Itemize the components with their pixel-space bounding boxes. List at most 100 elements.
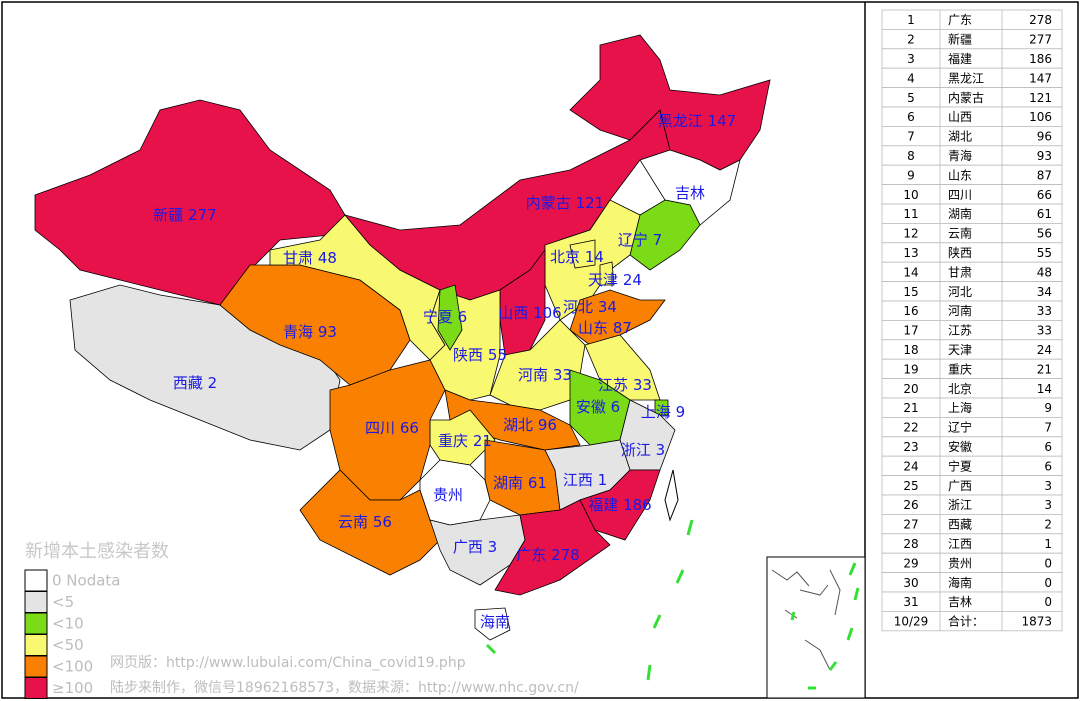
province-name: 福建: [588, 496, 618, 514]
province-name: 内蒙古: [526, 194, 571, 212]
rank-cell: 5: [907, 91, 915, 105]
legend-label: 0 Nodata: [52, 572, 121, 590]
legend-swatch: [24, 569, 48, 592]
rank-cell: 29: [903, 556, 918, 570]
name-cell: 内蒙古: [948, 90, 984, 105]
name-cell: 黑龙江: [948, 71, 984, 85]
legend-label: <5: [52, 593, 74, 611]
province-value: 56: [373, 513, 392, 531]
province-value: 14: [585, 248, 604, 266]
province-label: 西藏 2: [173, 374, 217, 392]
province-value: 3: [656, 441, 666, 459]
name-cell: 上海: [948, 400, 972, 415]
province-value: 66: [400, 419, 419, 437]
value-cell: 6: [1044, 459, 1052, 473]
province-label: 陕西 55: [453, 346, 507, 364]
inset-box: [766, 556, 866, 699]
name-cell: 湖南: [948, 206, 972, 221]
rank-cell: 12: [903, 227, 918, 241]
province-label: 四川 66: [365, 419, 419, 437]
rank-cell: 13: [903, 246, 918, 260]
province-label: 浙江 3: [621, 441, 665, 459]
province: [569, 289, 666, 346]
rank-cell: 28: [903, 537, 918, 551]
rank-cell: 22: [903, 421, 918, 435]
province-label: 黑龙江 147: [658, 112, 736, 130]
name-cell: 湖北: [948, 129, 972, 144]
name-cell: 重庆: [948, 362, 972, 376]
province: [437, 284, 463, 351]
rank-cell: 25: [903, 479, 918, 493]
province-label: 北京 14: [550, 248, 604, 266]
province-value: 6: [611, 398, 621, 416]
province-label: 新疆 277: [153, 206, 216, 224]
rank-cell: 10/29: [894, 615, 929, 629]
rank-cell: 6: [907, 110, 915, 124]
name-cell: 陕西: [948, 245, 972, 260]
province-value: 87: [613, 319, 632, 337]
province-label: 山西 106: [498, 304, 561, 322]
province-label: 重庆 21: [438, 432, 492, 450]
name-cell: 云南: [948, 226, 972, 241]
province: [419, 459, 491, 526]
name-cell: 海南: [948, 575, 972, 590]
legend-swatch: [24, 591, 48, 613]
province-value: 3: [488, 538, 498, 556]
province-name: 宁夏: [423, 308, 453, 326]
value-cell: 33: [1037, 324, 1052, 338]
province-name: 天津: [588, 271, 618, 289]
value-cell: 9: [1044, 401, 1052, 415]
rank-cell: 3: [907, 52, 915, 66]
legend-swatch: [24, 612, 48, 635]
rank-cell: 24: [903, 459, 918, 473]
rank-cell: 1: [907, 13, 915, 27]
legend-label: <50: [52, 636, 84, 654]
province-value: 24: [623, 271, 642, 289]
province-value: 33: [553, 366, 572, 384]
inset-coast: [771, 569, 841, 671]
rank-cell: 2: [907, 33, 915, 47]
province: [499, 248, 546, 356]
province-value: 147: [708, 112, 737, 130]
province-value: 21: [473, 432, 492, 450]
province: [569, 239, 596, 269]
province-label: 江西 1: [563, 471, 607, 489]
province-label: 贵州: [433, 486, 463, 504]
value-cell: 277: [1029, 33, 1052, 47]
province-name: 河北: [563, 298, 593, 316]
province-label: 河北 34: [563, 298, 617, 316]
province-name: 山西: [498, 304, 528, 322]
province-value: 121: [576, 194, 605, 212]
rank-cell: 20: [903, 382, 918, 396]
province-name: 云南: [338, 513, 368, 531]
name-cell: 北京: [948, 382, 972, 396]
province-value: 2: [208, 374, 218, 392]
rank-cell: 16: [903, 304, 918, 318]
footer-line: 陆步来制作，微信号18962168573，数据来源：http://www.nhc…: [110, 680, 579, 696]
province-label: 云南 56: [338, 513, 392, 531]
province-label: 宁夏 6: [423, 308, 467, 326]
province-value: 61: [528, 474, 547, 492]
province: [429, 409, 496, 466]
rank-cell: 19: [903, 362, 918, 376]
rank-cell: 21: [903, 401, 918, 415]
province-label: 福建 186: [588, 496, 651, 514]
value-cell: 96: [1037, 130, 1052, 144]
province-name: 上海: [641, 403, 671, 421]
rank-cell: 11: [903, 207, 918, 221]
rank-cell: 8: [907, 149, 915, 163]
province-name: 北京: [550, 248, 580, 266]
value-cell: 0: [1044, 576, 1052, 590]
province-value: 277: [188, 206, 217, 224]
dash-line: [790, 562, 860, 690]
rank-cell: 4: [907, 71, 915, 85]
province-label: 内蒙古 121: [526, 194, 604, 212]
province-name: 广西: [453, 538, 483, 556]
value-cell: 48: [1037, 265, 1052, 279]
province: [494, 499, 611, 596]
province-value: 278: [551, 546, 580, 564]
value-cell: 66: [1037, 188, 1052, 202]
name-cell: 广西: [948, 479, 972, 493]
